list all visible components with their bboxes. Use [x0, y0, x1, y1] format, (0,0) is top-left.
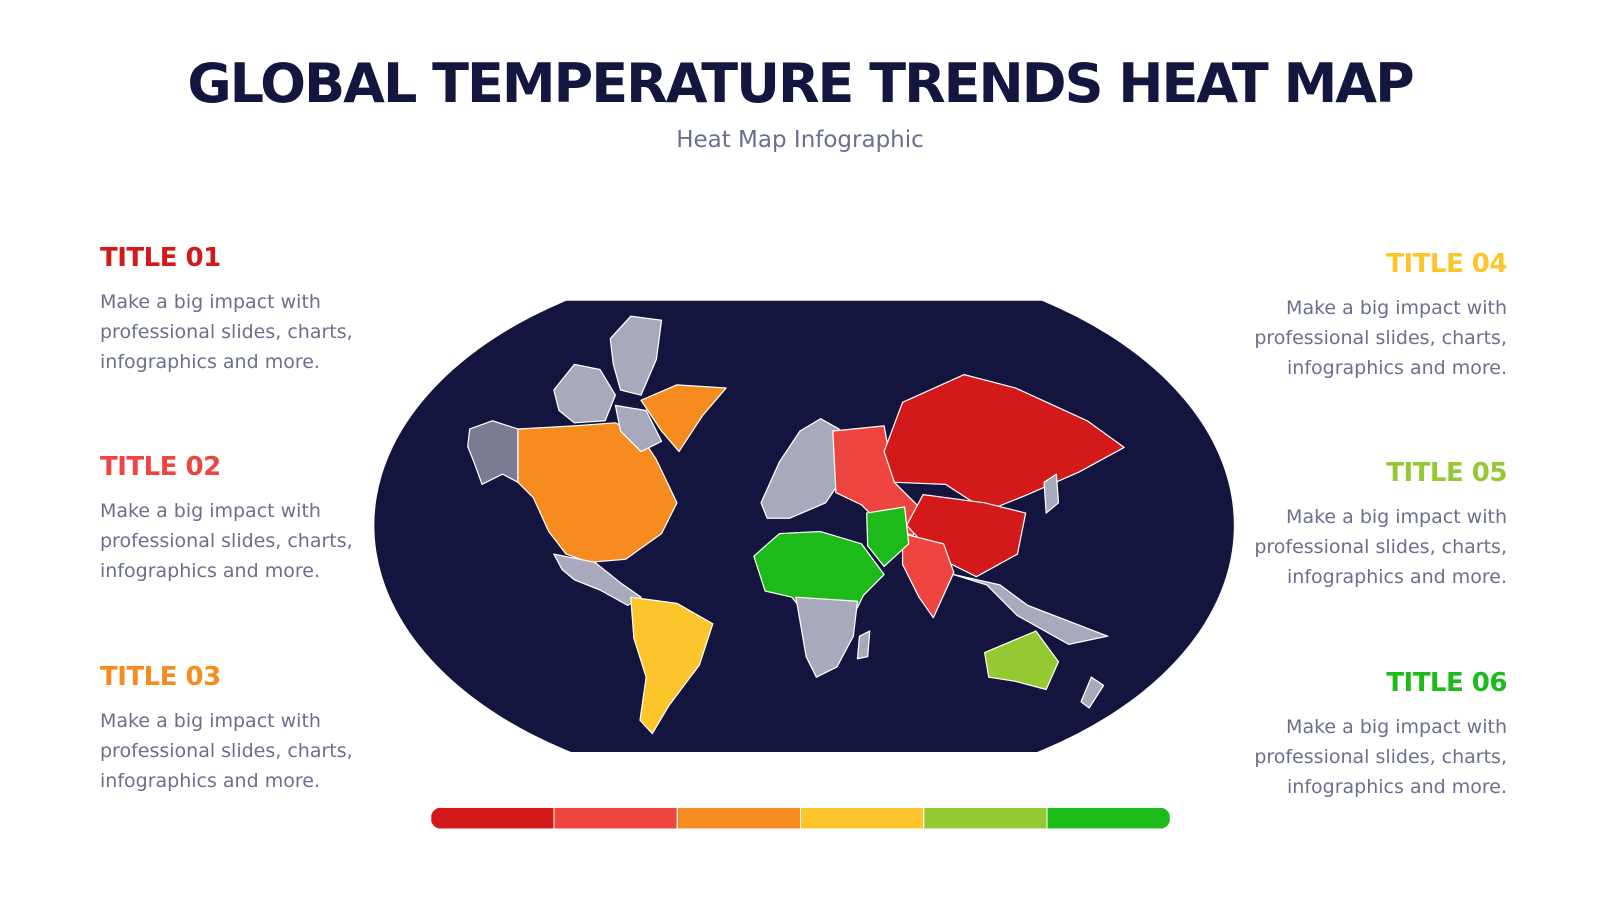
item-text: Make a big impact with professional slid…: [100, 500, 353, 582]
color-scale: [430, 807, 1171, 829]
text-block: TITLE 06 Make a big impact with professio…: [1217, 668, 1507, 802]
item-text: Make a big impact with professional slid…: [100, 710, 353, 792]
madagascar: [856, 630, 871, 660]
south-america: [630, 596, 714, 735]
item-title: TITLE 03: [100, 662, 221, 692]
item-text: Make a big impact with professional slid…: [100, 291, 353, 373]
text-block: TITLE 01 Make a big impact with professio…: [100, 243, 390, 377]
arctic-islands: [553, 363, 616, 424]
australia: [983, 630, 1060, 691]
middle-east: [866, 506, 910, 568]
item-title: TITLE 02: [100, 452, 221, 482]
arctic-islands: [614, 404, 663, 453]
central-america: [553, 553, 642, 606]
continents: [467, 315, 1125, 735]
text-block: TITLE 05 Make a big impact with professio…: [1217, 458, 1507, 592]
item-title: TITLE 06: [1386, 668, 1507, 698]
southern-africa: [795, 596, 859, 678]
item-text: Make a big impact with professional slid…: [1254, 297, 1507, 379]
arctic-islands: [609, 315, 663, 396]
scale-segment: [1046, 807, 1171, 829]
text-block: TITLE 02 Make a big impact with professio…: [100, 452, 390, 586]
text-block: TITLE 03 Make a big impact with professio…: [100, 662, 390, 796]
item-text: Make a big impact with professional slid…: [1254, 716, 1507, 798]
india: [901, 532, 955, 619]
new-zealand: [1080, 676, 1105, 709]
item-title: TITLE 04: [1386, 249, 1507, 279]
scale-segment: [430, 807, 555, 829]
scale-segment: [676, 807, 802, 829]
southeast-asia: [953, 574, 1109, 645]
scale-segment: [923, 807, 1048, 829]
item-title: TITLE 05: [1386, 458, 1507, 488]
scale-segment: [553, 807, 678, 829]
item-text: Make a big impact with professional slid…: [1254, 506, 1507, 588]
text-block: TITLE 04 Make a big impact with professio…: [1217, 249, 1507, 383]
title: GLOBAL TEMPERATURE TRENDS HEAT MAP: [187, 52, 1414, 115]
alaska: [467, 420, 519, 485]
greenland: [640, 384, 727, 453]
map-background: [374, 300, 1234, 753]
russia: [883, 373, 1125, 512]
subtitle: Heat Map Infographic: [676, 127, 924, 153]
item-title: TITLE 01: [100, 243, 221, 273]
scale-segment: [799, 807, 925, 829]
japan: [1043, 473, 1060, 514]
